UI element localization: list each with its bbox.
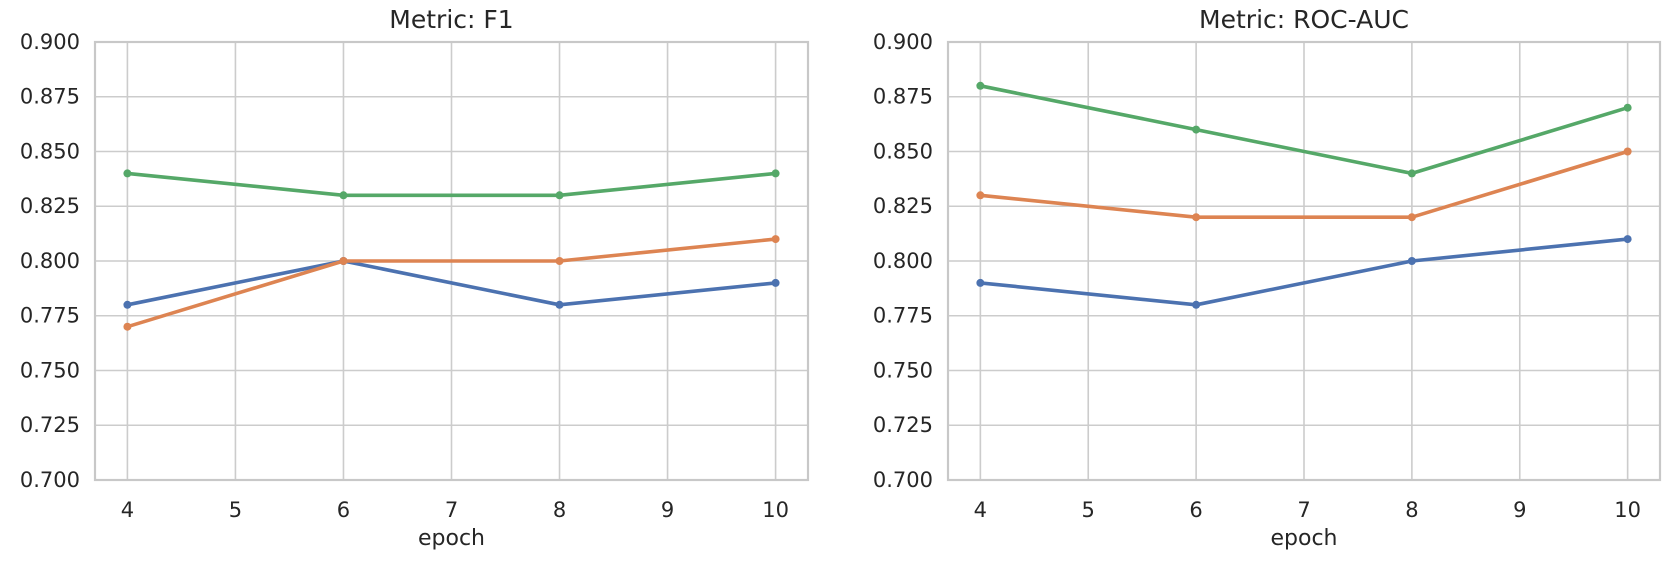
data-point-marker — [1623, 103, 1632, 112]
x-tick-label: 6 — [1189, 498, 1202, 522]
y-tick-label: 0.700 — [20, 468, 80, 492]
y-tick-label: 0.750 — [873, 358, 933, 382]
chart-title: Metric: ROC-AUC — [1199, 5, 1409, 34]
y-tick-label: 0.800 — [20, 249, 80, 273]
line-series-0 — [978, 237, 1630, 307]
data-point-marker — [555, 191, 564, 200]
data-point-marker — [1192, 300, 1201, 309]
y-tick-label: 0.875 — [20, 85, 80, 109]
x-tick-label: 10 — [1614, 498, 1641, 522]
data-point-marker — [1407, 257, 1416, 265]
x-tick-label: 4 — [974, 498, 987, 522]
chart-panel-f1: 4 5 6 7 8 9 10 0.700 0.725 0.750 0.775 0.800 0.825 0.… — [0, 0, 836, 565]
data-point-marker — [976, 81, 985, 90]
data-point-marker — [1192, 213, 1201, 222]
data-point-marker — [1407, 169, 1416, 178]
y-tick-label: 0.775 — [20, 304, 80, 328]
data-point-marker — [555, 257, 564, 265]
y-tick-label: 0.725 — [20, 413, 80, 437]
x-tick-label: 9 — [661, 498, 674, 522]
chart-f1: 4 5 6 7 8 9 10 0.700 0.725 0.750 0.775 0.800 0.825 0.… — [20, 5, 810, 551]
chart-roc-auc: 4 5 6 7 8 9 10 0.700 0.725 0.750 0.775 0.800 0.825 0.… — [873, 5, 1662, 551]
chart-panel-roc-auc: 4 5 6 7 8 9 10 0.700 0.725 0.750 0.775 0.800 0.825 0.… — [836, 0, 1673, 565]
data-point-marker — [555, 300, 564, 309]
data-point-marker — [771, 169, 780, 178]
axis-ticks: 4 5 6 7 8 9 10 0.700 0.725 0.750 0.775 0.800 0.825 0.… — [873, 30, 1641, 522]
series — [123, 169, 780, 331]
line-series-0 — [125, 259, 778, 307]
axis-ticks: 4 5 6 7 8 9 10 0.700 0.725 0.750 0.775 0.800 0.825 0.… — [20, 30, 789, 522]
x-tick-label: 7 — [445, 498, 458, 522]
x-tick-label: 6 — [337, 498, 350, 522]
plot-border — [93, 40, 810, 482]
x-tick-label: 4 — [121, 498, 134, 522]
data-point-marker — [123, 322, 132, 331]
data-point-marker — [1623, 235, 1632, 244]
x-tick-label: 9 — [1513, 498, 1526, 522]
y-tick-label: 0.900 — [20, 30, 80, 54]
x-tick-label: 5 — [1082, 498, 1095, 522]
data-point-marker — [771, 278, 780, 287]
y-tick-label: 0.900 — [873, 30, 933, 54]
chart-title: Metric: F1 — [389, 5, 513, 34]
data-point-marker — [1407, 213, 1416, 222]
y-tick-label: 0.825 — [20, 194, 80, 218]
data-point-marker — [976, 191, 985, 200]
x-axis-label: epoch — [1271, 526, 1338, 551]
line-series-2 — [125, 171, 778, 198]
data-point-marker — [771, 235, 780, 244]
data-point-marker — [123, 300, 132, 309]
y-tick-label: 0.875 — [873, 85, 933, 109]
data-point-marker — [339, 257, 348, 265]
line-series-1 — [978, 149, 1630, 219]
data-point-marker — [976, 278, 985, 287]
line-series-2 — [978, 84, 1630, 176]
grid — [946, 40, 1662, 482]
y-tick-label: 0.850 — [873, 139, 933, 163]
data-point-marker — [1192, 125, 1201, 134]
y-tick-label: 0.800 — [873, 249, 933, 273]
y-tick-label: 0.700 — [873, 468, 933, 492]
data-point-marker — [339, 191, 348, 200]
x-tick-label: 8 — [1405, 498, 1418, 522]
x-tick-label: 10 — [762, 498, 789, 522]
data-point-marker — [1623, 147, 1632, 156]
x-tick-label: 8 — [553, 498, 566, 522]
grid — [93, 40, 810, 482]
data-point-marker — [123, 169, 132, 178]
plot-border — [946, 40, 1662, 482]
x-tick-label: 5 — [229, 498, 242, 522]
y-tick-label: 0.725 — [873, 413, 933, 437]
y-tick-label: 0.825 — [873, 194, 933, 218]
line-series-1 — [125, 237, 778, 329]
y-tick-label: 0.850 — [20, 139, 80, 163]
x-tick-label: 7 — [1297, 498, 1310, 522]
series — [976, 81, 1632, 309]
y-tick-label: 0.775 — [873, 304, 933, 328]
x-axis-label: epoch — [418, 526, 485, 551]
y-tick-label: 0.750 — [20, 358, 80, 382]
